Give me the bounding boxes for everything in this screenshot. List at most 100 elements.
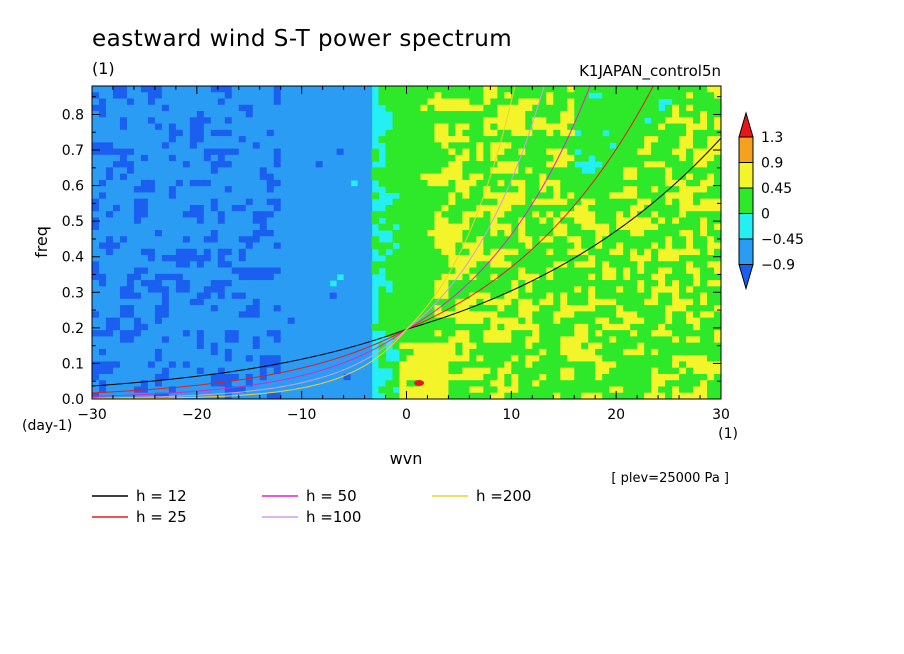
- heatmap-cell: [588, 136, 596, 143]
- heatmap-cell: [329, 248, 338, 256]
- heatmap-cell: [364, 311, 373, 319]
- heatmap-cell: [301, 317, 310, 325]
- heatmap-cell: [350, 86, 359, 93]
- heatmap-cell: [112, 355, 121, 363]
- heatmap-cell: [420, 198, 429, 206]
- heatmap-cell: [630, 173, 638, 181]
- heatmap-cell: [413, 123, 422, 131]
- heatmap-cell: [343, 242, 352, 250]
- heatmap-cell: [119, 123, 128, 131]
- heatmap-cell: [567, 348, 575, 356]
- heatmap-cell: [553, 179, 561, 187]
- heatmap-cell: [693, 392, 701, 399]
- heatmap-cell: [301, 242, 310, 250]
- heatmap-cell: [210, 336, 219, 344]
- heatmap-cell: [357, 223, 366, 231]
- heatmap-cell: [420, 336, 429, 344]
- heatmap-cell: [301, 117, 310, 125]
- heatmap-cell: [630, 229, 638, 237]
- heatmap-cell: [133, 129, 142, 137]
- heatmap-cell: [315, 161, 324, 168]
- heatmap-cell: [497, 92, 505, 100]
- heatmap-cell: [357, 192, 366, 200]
- heatmap-cell: [490, 204, 498, 212]
- heatmap-cell: [189, 117, 198, 125]
- heatmap-cell: [196, 136, 205, 143]
- heatmap-cell: [616, 261, 624, 269]
- heatmap-cell: [98, 248, 107, 256]
- heatmap-cell: [154, 317, 163, 325]
- heatmap-cell: [448, 117, 457, 125]
- heatmap-cell: [658, 373, 666, 381]
- heatmap-cell: [630, 161, 638, 168]
- heatmap-cell: [336, 148, 345, 156]
- heatmap-cell: [420, 236, 429, 244]
- heatmap-cell: [238, 198, 247, 206]
- heatmap-cell: [259, 192, 268, 200]
- heatmap-cell: [112, 92, 121, 100]
- heatmap-cell: [455, 161, 464, 168]
- heatmap-cell: [182, 267, 191, 275]
- heatmap-cell: [217, 342, 226, 350]
- heatmap-cell: [574, 204, 582, 212]
- heatmap-cell: [238, 98, 247, 106]
- heatmap-cell: [525, 386, 533, 394]
- heatmap-cell: [609, 98, 617, 106]
- heatmap-cell: [273, 217, 282, 225]
- heatmap-cell: [112, 167, 121, 175]
- heatmap-cell: [686, 361, 694, 369]
- heatmap-cell: [315, 148, 324, 156]
- heatmap-cell: [280, 367, 289, 375]
- heatmap-cell: [238, 355, 247, 363]
- heatmap-cell: [245, 229, 254, 237]
- heatmap-cell: [427, 392, 436, 399]
- heatmap-cell: [637, 204, 645, 212]
- heatmap-cell: [217, 92, 226, 100]
- heatmap-cell: [539, 280, 547, 287]
- heatmap-cell: [92, 136, 100, 143]
- heatmap-cell: [588, 273, 596, 281]
- heatmap-cell: [196, 261, 205, 269]
- heatmap-cell: [455, 142, 464, 150]
- heatmap-cell: [217, 198, 226, 206]
- heatmap-cell: [385, 261, 394, 269]
- heatmap-cell: [511, 136, 519, 143]
- heatmap-cell: [112, 386, 121, 394]
- heatmap-cell: [560, 355, 568, 363]
- heatmap-cell: [161, 248, 170, 256]
- heatmap-cell: [189, 86, 198, 93]
- heatmap-cell: [217, 292, 226, 300]
- heatmap-cell: [686, 111, 694, 118]
- heatmap-cell: [182, 305, 191, 312]
- heatmap-cell: [651, 367, 659, 375]
- heatmap-cell: [532, 380, 540, 388]
- heatmap-cell: [280, 236, 289, 244]
- heatmap-cell: [245, 86, 254, 93]
- heatmap-cell: [329, 104, 338, 112]
- heatmap-cell: [140, 330, 149, 337]
- heatmap-cell: [588, 336, 596, 344]
- heatmap-cell: [588, 323, 596, 331]
- heatmap-cell: [546, 167, 554, 175]
- heatmap-cell: [434, 211, 443, 219]
- heatmap-cell: [406, 280, 415, 287]
- heatmap-cell: [448, 167, 457, 175]
- heatmap-cell: [392, 236, 401, 244]
- heatmap-cell: [497, 336, 505, 344]
- heatmap-cell: [189, 311, 198, 319]
- heatmap-cell: [595, 86, 603, 93]
- heatmap-cell: [518, 380, 526, 388]
- heatmap-cell: [658, 261, 666, 269]
- heatmap-cell: [434, 286, 443, 294]
- heatmap-cell: [455, 392, 464, 399]
- heatmap-cell: [658, 280, 666, 287]
- heatmap-cell: [707, 236, 715, 244]
- heatmap-cell: [126, 223, 135, 231]
- heatmap-cell: [357, 136, 366, 143]
- heatmap-cell: [154, 380, 163, 388]
- heatmap-cell: [413, 104, 422, 112]
- heatmap-cell: [182, 111, 191, 118]
- heatmap-cell: [441, 280, 450, 287]
- heatmap-cell: [175, 323, 184, 331]
- heatmap-cell: [189, 305, 198, 312]
